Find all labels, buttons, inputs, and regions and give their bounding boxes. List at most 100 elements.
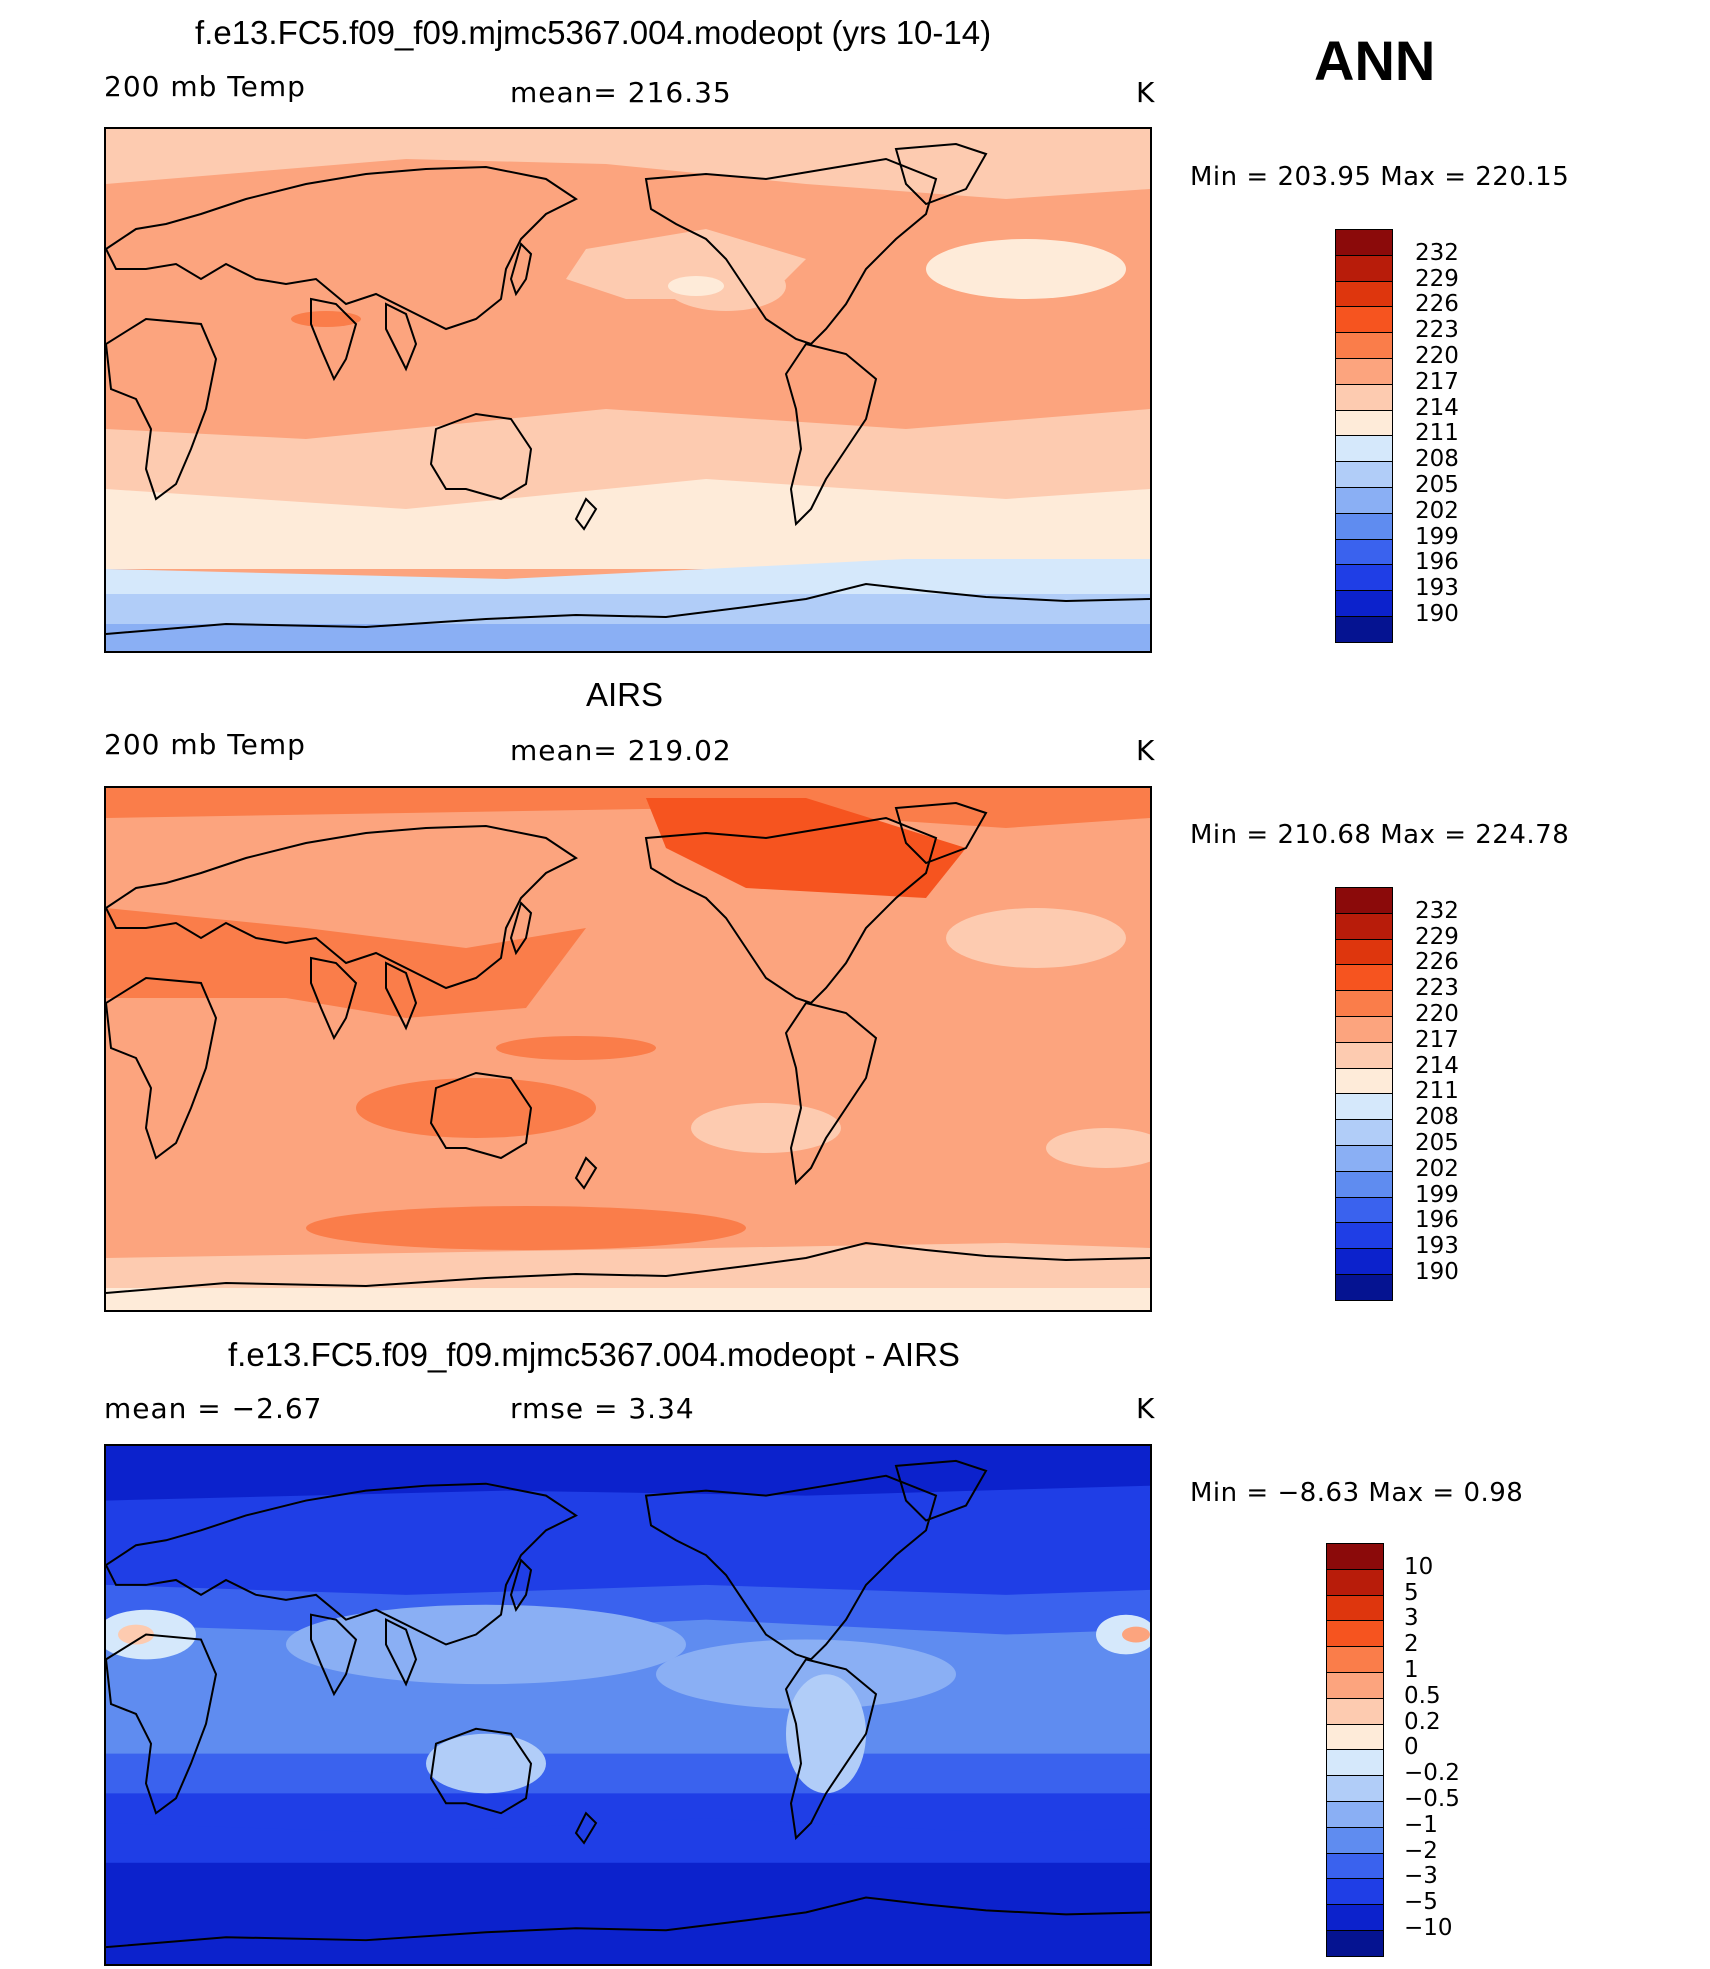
colorbar-swatch (1335, 1222, 1393, 1250)
colorbar-swatch (1335, 383, 1393, 411)
colorbar-swatch (1335, 435, 1393, 463)
colorbar-tick-label: 193 (1415, 575, 1459, 602)
colorbar-tick-label: 211 (1415, 1078, 1459, 1105)
colorbar-swatch (1326, 1801, 1384, 1828)
colorbar-tick-label: 0.2 (1404, 1708, 1441, 1735)
panel-3-minmax: Min = −8.63 Max = 0.98 (1190, 1478, 1524, 1508)
colorbar-tick-label: 232 (1415, 239, 1459, 266)
colorbar-swatch (1335, 1067, 1393, 1095)
colorbar-swatch (1335, 1196, 1393, 1224)
colorbar-tick-label: 220 (1415, 343, 1459, 369)
colorbar-swatch (1326, 1672, 1384, 1699)
panel-3-unit-label: K (1136, 1392, 1156, 1425)
panel-2-variable-label: 200 mb Temp (104, 728, 306, 761)
colorbar-swatch (1326, 1852, 1384, 1880)
colorbar-tick-label: 217 (1415, 368, 1459, 395)
colorbar-tick-label: 217 (1415, 1026, 1459, 1053)
panel-1-minmax: Min = 203.95 Max = 220.15 (1190, 162, 1570, 192)
colorbar-swatch (1335, 1093, 1393, 1121)
colorbar-tick-label: 3 (1404, 1605, 1419, 1632)
panel-1-variable-label: 200 mb Temp (104, 70, 306, 103)
colorbar-swatch (1335, 306, 1393, 334)
colorbar-swatch (1326, 1594, 1384, 1622)
colorbar-tick-label: 220 (1415, 1001, 1459, 1027)
colorbar-tick-label: 190 (1415, 601, 1459, 627)
colorbar-swatch (1335, 461, 1393, 488)
colorbar-tick-label: 214 (1415, 1052, 1459, 1079)
panel-3-mean-label: mean = −2.67 (104, 1392, 323, 1425)
colorbar-tick-label: 205 (1415, 472, 1459, 498)
panel-2-minmax: Min = 210.68 Max = 224.78 (1190, 820, 1570, 850)
colorbar-swatch (1335, 1016, 1393, 1043)
colorbar-tick-label: −5 (1404, 1889, 1438, 1916)
panel-1-map (104, 127, 1152, 653)
colorbar-tick-label: 232 (1415, 897, 1459, 924)
panel-3-map (104, 1444, 1152, 1966)
colorbar-swatch (1335, 487, 1393, 514)
colorbar-swatch (1326, 1697, 1384, 1725)
colorbar-tick-label: 5 (1404, 1579, 1419, 1606)
panel-1-unit-label: K (1136, 76, 1156, 109)
panel-2-map (104, 786, 1152, 1312)
colorbar-tick-label: 1 (1404, 1657, 1419, 1683)
colorbar-swatch (1335, 1248, 1393, 1275)
colorbar-swatch (1335, 332, 1393, 359)
colorbar-swatch (1335, 964, 1393, 992)
colorbar-swatch (1326, 1826, 1384, 1854)
panel-3-rmse-label: rmse = 3.34 (510, 1392, 695, 1425)
colorbar-tick-label: 226 (1415, 949, 1459, 976)
colorbar-swatch (1335, 538, 1393, 566)
colorbar-swatch (1335, 409, 1393, 437)
colorbar-swatch (1335, 938, 1393, 966)
colorbar-tick-label: 0 (1404, 1734, 1419, 1761)
colorbar-swatch (1326, 1930, 1384, 1957)
colorbar-tick-label: −10 (1404, 1915, 1453, 1941)
colorbar-swatch (1335, 616, 1393, 643)
colorbar-swatch (1326, 1775, 1384, 1802)
colorbar-swatch (1326, 1543, 1384, 1570)
colorbar-swatch (1335, 1274, 1393, 1301)
colorbar-swatch (1326, 1646, 1384, 1673)
colorbar-tick-label: 226 (1415, 291, 1459, 318)
colorbar-tick-label: 208 (1415, 1104, 1459, 1131)
colorbar-tick-label: 0.5 (1404, 1682, 1441, 1709)
colorbar-tick-label: −2 (1404, 1837, 1438, 1864)
colorbar-tick-label: 190 (1415, 1259, 1459, 1285)
colorbar-tick-label: 223 (1415, 317, 1459, 344)
colorbar-swatch (1326, 1620, 1384, 1648)
colorbar-swatch (1335, 358, 1393, 385)
panel-3-title: f.e13.FC5.f09_f09.mjmc5367.004.modeopt -… (228, 1336, 960, 1373)
panel-2-title: AIRS (586, 676, 664, 713)
colorbar-tick-label: 208 (1415, 446, 1459, 473)
colorbar-tick-label: 223 (1415, 975, 1459, 1002)
colorbar-swatch (1335, 229, 1393, 256)
colorbar-tick-label: 199 (1415, 523, 1459, 550)
colorbar-tick-label: 211 (1415, 420, 1459, 447)
colorbar-swatch (1335, 564, 1393, 592)
season-label: ANN (1314, 29, 1436, 92)
colorbar-swatch (1326, 1749, 1384, 1777)
panel-2-unit-label: K (1136, 734, 1156, 767)
colorbar-tick-label: 196 (1415, 549, 1459, 576)
colorbar-tick-label: 205 (1415, 1130, 1459, 1156)
colorbar-tick-label: 196 (1415, 1207, 1459, 1234)
colorbar-tick-label: −1 (1404, 1811, 1438, 1838)
colorbar-swatch (1335, 1170, 1393, 1198)
colorbar-swatch (1335, 512, 1393, 540)
colorbar-swatch (1326, 1878, 1384, 1906)
colorbar-swatch (1335, 912, 1393, 940)
colorbar-tick-label: 229 (1415, 265, 1459, 292)
colorbar-tick-label: −0.2 (1404, 1760, 1460, 1787)
panel-1-mean-label: mean= 216.35 (510, 76, 732, 109)
colorbar-tick-label: 2 (1404, 1631, 1419, 1658)
colorbar-tick-label: 199 (1415, 1181, 1459, 1208)
colorbar-swatch (1335, 887, 1393, 914)
colorbar-swatch (1335, 1145, 1393, 1172)
colorbar-swatch (1335, 990, 1393, 1017)
colorbar-swatch (1335, 254, 1393, 282)
colorbar-swatch (1335, 1041, 1393, 1069)
colorbar-swatch (1335, 280, 1393, 308)
colorbar-swatch (1335, 590, 1393, 617)
colorbar-swatch (1326, 1723, 1384, 1751)
colorbar-tick-label: −0.5 (1404, 1786, 1460, 1812)
